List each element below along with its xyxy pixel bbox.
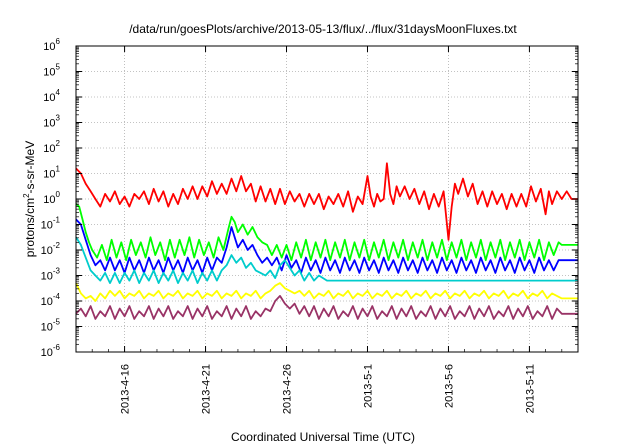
y-axis-title-base: protons/cm (23, 198, 37, 257)
y-tick-label: 102 (43, 139, 60, 155)
series-line-3 (75, 218, 578, 274)
y-tick-label: 104 (43, 88, 60, 104)
plot-frame (75, 45, 579, 353)
series-lines (75, 162, 578, 320)
series-line-4 (75, 236, 578, 285)
x-tick-label: 2013-5-11 (524, 364, 536, 413)
y-tick-label: 106 (43, 37, 60, 53)
y-tick-label: 10-5 (41, 318, 61, 334)
y-tick-label: 10-1 (41, 216, 61, 232)
y-axis-title-rest: -s-sr-MeV (23, 141, 37, 194)
y-tick-label: 100 (43, 190, 60, 206)
y-tick-label: 10-4 (41, 292, 61, 308)
x-tick-label: 2013-4-16 (120, 364, 132, 414)
x-tick-label: 2013-4-26 (282, 364, 294, 414)
x-tick-label: 2013-5-6 (443, 364, 455, 408)
series-line-5 (75, 282, 578, 302)
y-tick-label: 105 (43, 63, 60, 79)
x-axis-title: Coordinated Universal Time (UTC) (231, 430, 415, 444)
y-tick-label: 10-3 (41, 267, 61, 283)
x-tick-label: 2013-5-1 (362, 364, 374, 408)
y-axis-title-superscript: 2 (22, 193, 31, 198)
y-axis-ticks: 10-6 10-5 10-4 10-3 10-2 10-1 100 101 102 103 104 1… (41, 37, 578, 359)
y-tick-label: 10-2 (41, 241, 61, 257)
series-line-2 (75, 203, 578, 262)
chart-title: /data/run/goesPlots/archive/2013-05-13/f… (129, 22, 517, 36)
y-tick-label: 103 (43, 114, 60, 130)
series-line-6 (75, 294, 578, 320)
y-tick-label: 10-6 (41, 343, 61, 359)
y-axis-title: protons/cm2-s-sr-MeV (22, 141, 37, 257)
y-tick-label: 101 (43, 165, 60, 181)
series-line-1 (75, 162, 578, 241)
x-axis-ticks: 2013-4-16 2013-4-21 2013-4-26 2013-5-1 2013-… (75, 46, 579, 414)
x-tick-label: 2013-4-21 (201, 364, 213, 414)
